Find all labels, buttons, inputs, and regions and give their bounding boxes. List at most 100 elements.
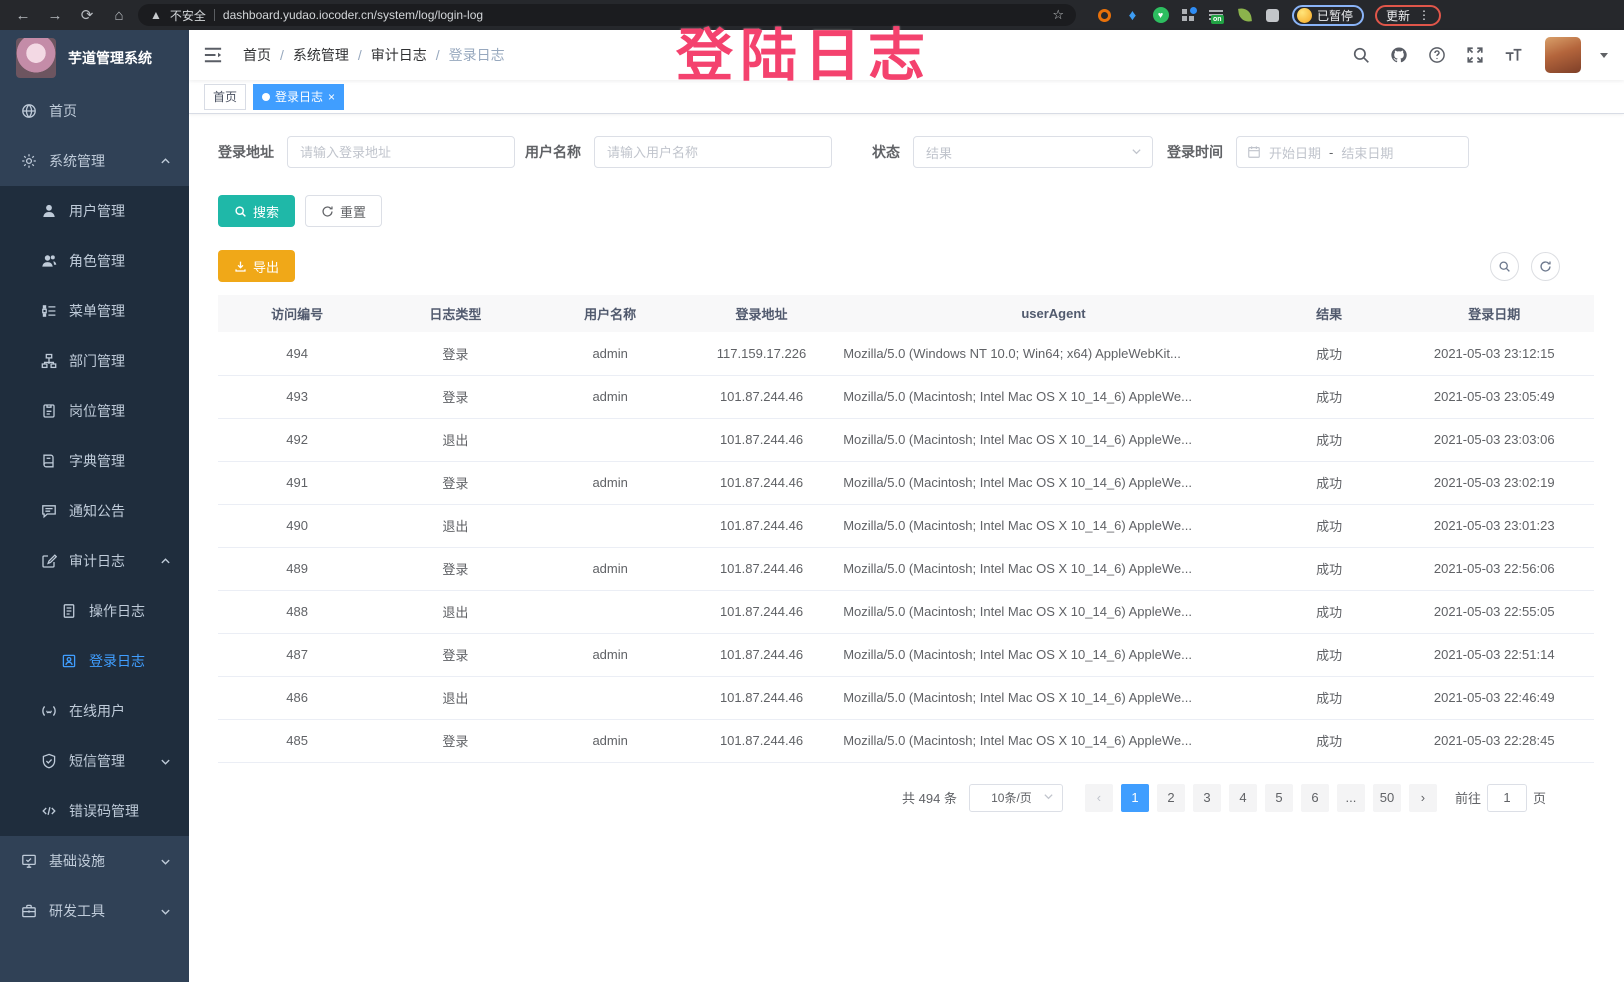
sidebar-item-tools[interactable]: 研发工具: [0, 886, 189, 936]
status-select[interactable]: 结果: [913, 136, 1153, 168]
sms-icon: [40, 753, 57, 770]
sidebar-item-notice[interactable]: 通知公告: [0, 486, 189, 536]
cell-result: 成功: [1263, 461, 1395, 505]
sidebar-item-dict[interactable]: 字典管理: [0, 436, 189, 486]
sidebar-item-label: 短信管理: [69, 753, 125, 769]
search-toggle-icon: [1499, 260, 1510, 272]
extension-heart-icon[interactable]: ♥: [1152, 7, 1169, 24]
cell-date: 2021-05-03 23:05:49: [1394, 375, 1594, 419]
page-size-select[interactable]: 10条/页: [968, 783, 1063, 812]
cell-user: admin: [534, 332, 686, 376]
extension-grid-icon[interactable]: [1180, 6, 1197, 24]
cell-date: 2021-05-03 22:51:14: [1394, 633, 1594, 677]
cell-id: 485: [218, 719, 377, 763]
hamburger-icon[interactable]: [203, 44, 225, 66]
cell-address: 101.87.244.46: [685, 590, 838, 634]
cell-result: 成功: [1263, 590, 1395, 634]
sidebar-item-infra[interactable]: 基础设施: [0, 836, 189, 886]
search-button[interactable]: 搜索: [218, 195, 296, 227]
sidebar-item-menu[interactable]: 菜单管理: [0, 286, 189, 336]
toggle-search-button[interactable]: [1490, 251, 1519, 281]
cell-address: 101.87.244.46: [685, 547, 838, 591]
search-icon[interactable]: [1351, 46, 1370, 65]
date-range-picker[interactable]: 开始日期 - 结束日期: [1236, 136, 1469, 168]
profile-paused-chip[interactable]: 已暂停: [1292, 4, 1365, 26]
browser-reload-button[interactable]: ⟳: [80, 7, 94, 24]
cell-agent: Mozilla/5.0 (Macintosh; Intel Mac OS X 1…: [837, 547, 1264, 591]
cell-address: 101.87.244.46: [685, 504, 838, 548]
menu-icon: [40, 303, 57, 320]
cell-date: 2021-05-03 22:46:49: [1394, 676, 1594, 720]
page-button-4[interactable]: 4: [1228, 783, 1257, 812]
sidebar-item-role[interactable]: 角色管理: [0, 236, 189, 286]
breadcrumb: 首页 / 系统管理 / 审计日志 / 登录日志: [243, 47, 505, 63]
sidebar-item-login[interactable]: 登录日志: [0, 636, 189, 686]
browser-home-button[interactable]: ⌂: [114, 6, 124, 24]
page-button-2[interactable]: 2: [1156, 783, 1185, 812]
sidebar-item-operate[interactable]: 操作日志: [0, 586, 189, 636]
post-icon: [40, 403, 57, 420]
table-row: 486 退出 101.87.244.46 Mozilla/5.0 (Macintosh…: [218, 676, 1594, 720]
cell-user: admin: [534, 719, 686, 763]
refresh-table-button[interactable]: [1531, 251, 1560, 281]
table-row: 492 退出 101.87.244.46 Mozilla/5.0 (Macintosh…: [218, 418, 1594, 462]
sidebar-item-online[interactable]: 在线用户: [0, 686, 189, 736]
github-icon[interactable]: [1389, 46, 1408, 65]
avatar-caret-icon[interactable]: [1600, 52, 1608, 62]
browser-menu-icon[interactable]: ⋮: [1418, 8, 1431, 22]
time-label: 登录时间: [1167, 144, 1223, 160]
page-button-1[interactable]: 1: [1120, 783, 1149, 812]
app-logo[interactable]: 芋道管理系统: [0, 30, 189, 86]
page-button-3[interactable]: 3: [1192, 783, 1221, 812]
cell-type: 登录: [376, 719, 535, 763]
fullscreen-icon[interactable]: [1465, 46, 1484, 65]
sidebar-item-gear[interactable]: 系统管理: [0, 136, 189, 186]
address-input[interactable]: [287, 136, 515, 168]
sidebar: 芋道管理系统 首页 系统管理 用户管理 角色管理 菜单管理 部门管理 岗位管理 字典管理 通知公…: [0, 30, 189, 982]
bookmark-star-icon[interactable]: ☆: [1052, 7, 1064, 22]
chevron-down-icon: [160, 856, 171, 867]
extensions-puzzle-icon[interactable]: [1264, 7, 1281, 24]
browser-forward-button[interactable]: →: [47, 6, 63, 24]
username-input[interactable]: [594, 136, 832, 168]
browser-back-button[interactable]: ←: [15, 6, 31, 24]
sidebar-item-audit[interactable]: 审计日志: [0, 536, 189, 586]
sidebar-item-post[interactable]: 岗位管理: [0, 386, 189, 436]
breadcrumb-system[interactable]: 系统管理: [292, 47, 349, 63]
tag-login-log[interactable]: 登录日志 ×: [253, 83, 345, 110]
next-page-button[interactable]: ›: [1408, 783, 1437, 812]
paused-label: 已暂停: [1317, 8, 1354, 23]
goto-page-input[interactable]: [1486, 783, 1527, 812]
reset-button[interactable]: 重置: [305, 195, 383, 227]
help-icon[interactable]: [1427, 46, 1446, 65]
sidebar-item-sms[interactable]: 短信管理: [0, 736, 189, 786]
extension-list-icon[interactable]: on: [1208, 7, 1225, 24]
cell-result: 成功: [1263, 504, 1395, 548]
address-bar[interactable]: ▲ 不安全 dashboard.yudao.iocoder.cn/system/…: [138, 4, 1076, 26]
extension-orange-icon[interactable]: [1096, 7, 1113, 24]
prev-page-button[interactable]: ‹: [1084, 783, 1113, 812]
page-button-50[interactable]: 50: [1372, 783, 1401, 812]
tag-close-icon[interactable]: ×: [328, 89, 336, 104]
font-size-icon[interactable]: [1503, 46, 1522, 65]
browser-update-chip[interactable]: 更新 ⋮: [1375, 4, 1442, 26]
breadcrumb-audit[interactable]: 审计日志: [370, 47, 427, 63]
sidebar-item-errcode[interactable]: 错误码管理: [0, 786, 189, 836]
user-avatar[interactable]: [1545, 37, 1581, 73]
cell-id: 492: [218, 418, 377, 462]
page-button-5[interactable]: 5: [1264, 783, 1293, 812]
page-button-6[interactable]: 6: [1300, 783, 1329, 812]
cell-date: 2021-05-03 23:03:06: [1394, 418, 1594, 462]
extension-gem-icon[interactable]: ♦: [1128, 6, 1137, 24]
sidebar-item-home[interactable]: 首页: [0, 86, 189, 136]
extension-leaf-icon[interactable]: [1236, 7, 1253, 24]
home-icon: [20, 103, 37, 120]
breadcrumb-home[interactable]: 首页: [243, 47, 271, 63]
export-button[interactable]: 导出: [218, 250, 296, 282]
sidebar-item-user[interactable]: 用户管理: [0, 186, 189, 236]
url-divider: [213, 9, 215, 21]
tag-home[interactable]: 首页: [204, 83, 247, 110]
more-pages-button[interactable]: ...: [1336, 783, 1365, 812]
sidebar-item-dept[interactable]: 部门管理: [0, 336, 189, 386]
